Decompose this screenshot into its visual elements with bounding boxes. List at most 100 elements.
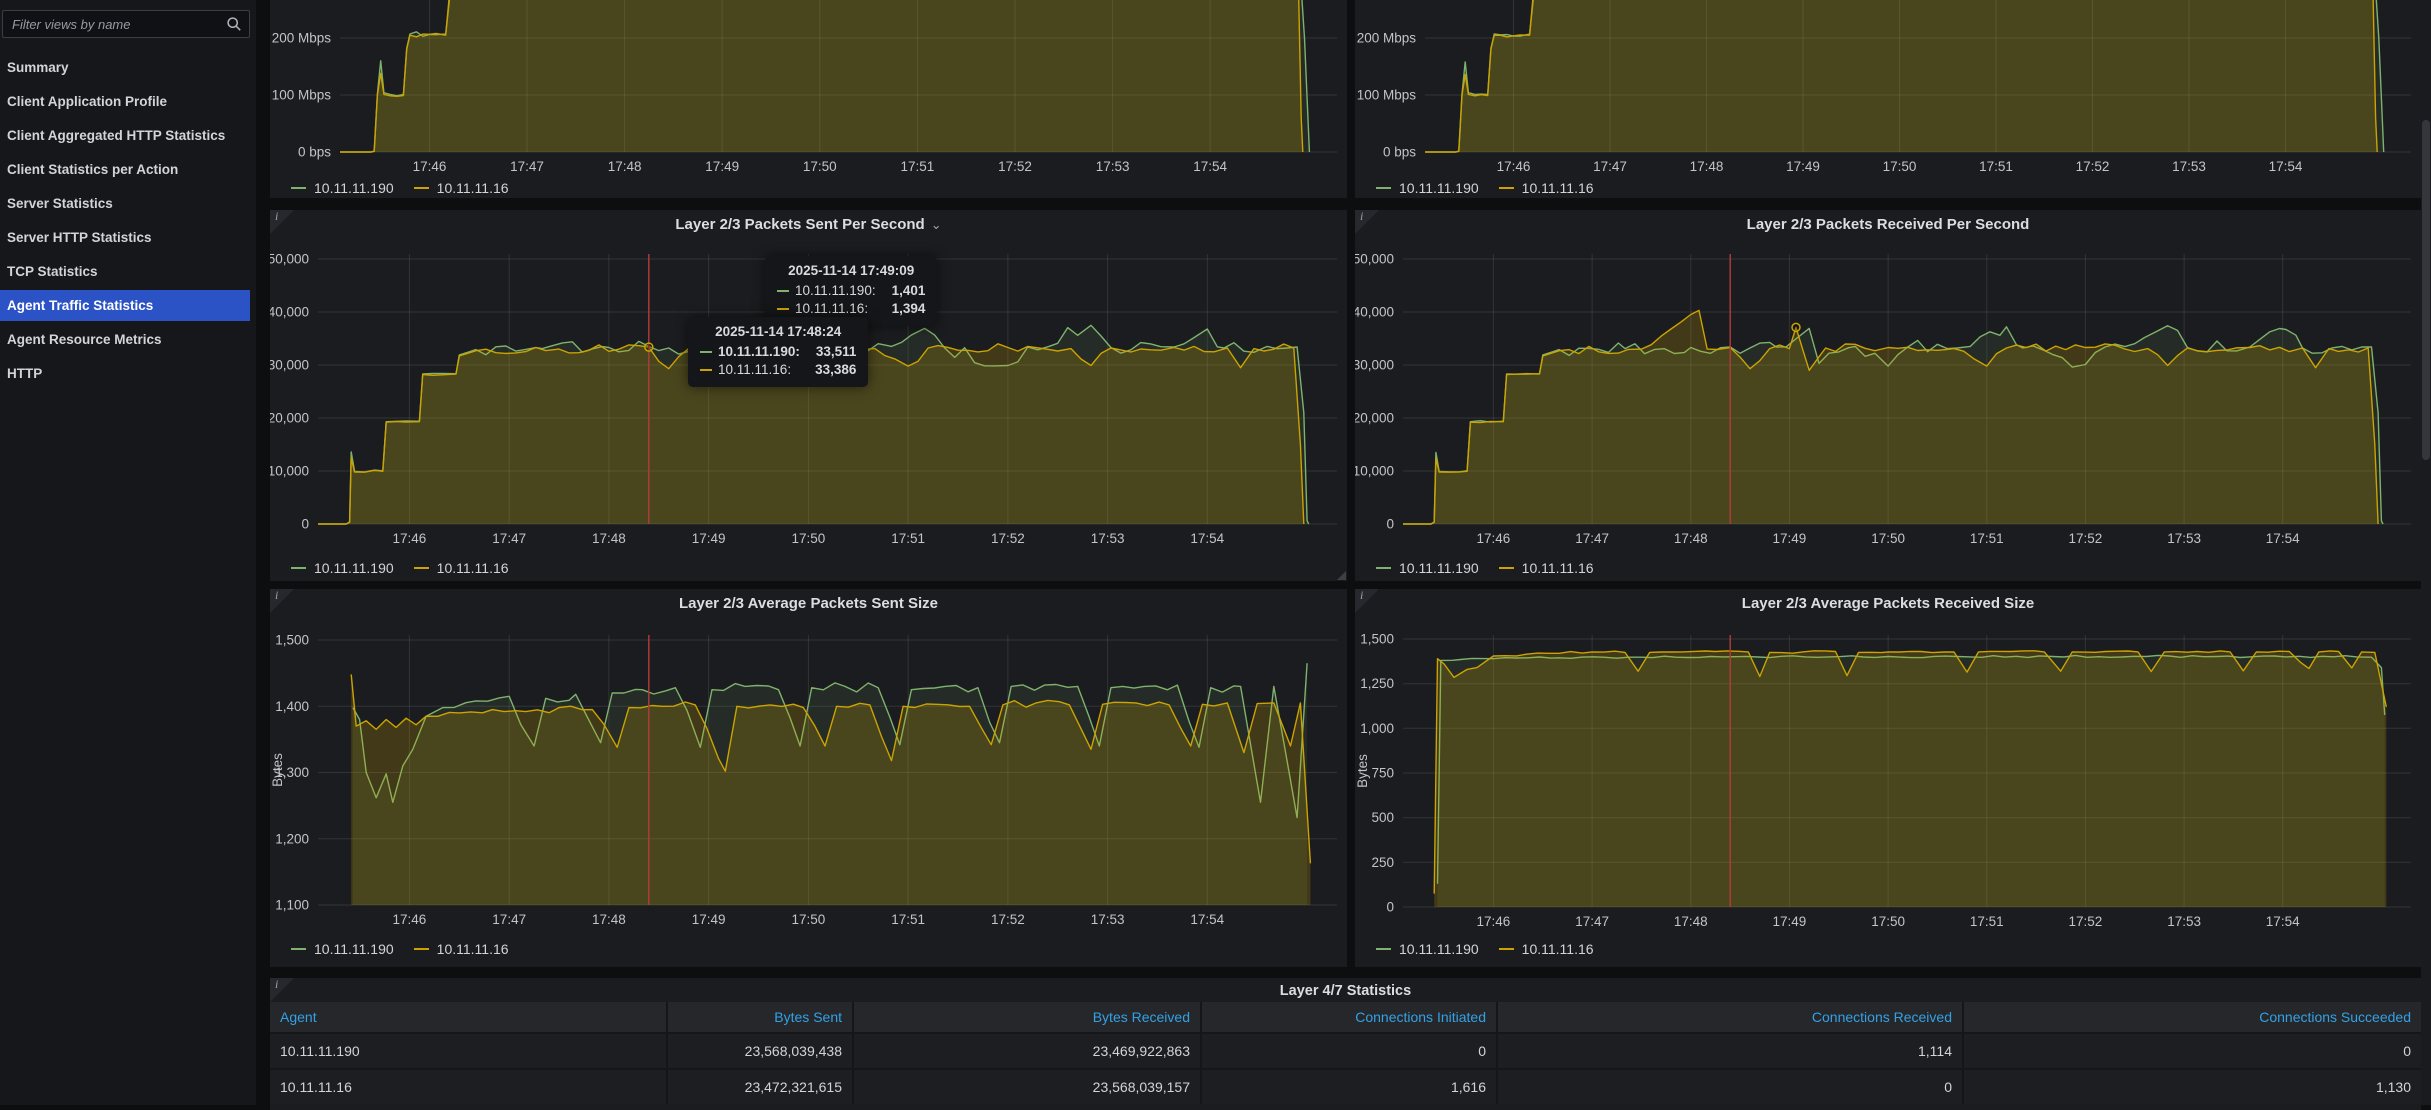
sidebar-item-server-statistics[interactable]: Server Statistics	[7, 196, 113, 211]
table-cell: 10.11.11.190	[270, 1032, 667, 1069]
svg-text:17:54: 17:54	[2269, 159, 2303, 172]
legend-item-10.11.11.16[interactable]: 10.11.11.16	[1498, 180, 1594, 196]
svg-text:17:46: 17:46	[1477, 531, 1511, 546]
legend-item-10.11.11.190[interactable]: 10.11.11.190	[291, 941, 394, 957]
table-cell: 0	[1496, 1068, 1963, 1104]
svg-text:17:50: 17:50	[1871, 914, 1905, 929]
svg-text:17:49: 17:49	[1773, 914, 1807, 929]
sidebar-item-agent-resource-metrics[interactable]: Agent Resource Metrics	[7, 332, 162, 347]
table-cell: 1,130	[1962, 1068, 2421, 1104]
legend-item-10.11.11.190[interactable]: 10.11.11.190	[291, 560, 394, 576]
svg-text:17:53: 17:53	[1091, 912, 1125, 927]
panel-title-text: Layer 2/3 Average Packets Sent Size	[678, 595, 939, 612]
svg-text:17:53: 17:53	[2167, 914, 2201, 929]
search-icon	[227, 17, 241, 31]
sidebar-item-client-application-profile[interactable]: Client Application Profile	[7, 94, 168, 109]
sidebar-item-server-http-statistics[interactable]: Server HTTP Statistics	[7, 230, 152, 245]
legend-item-10.11.11.190[interactable]: 10.11.11.190	[1376, 941, 1479, 957]
legend-item-10.11.11.16[interactable]: 10.11.11.16	[1498, 560, 1594, 576]
chart-canvas-avg-sent-size[interactable]: 17:46 17:47 17:48 17:49 17:50 17:51 17:52 17:53…	[270, 619, 1347, 933]
table-cell: 10.11.11.16	[270, 1068, 667, 1104]
panel-info-icon[interactable]: i	[270, 589, 294, 613]
legend-series-dash	[1376, 567, 1391, 569]
svg-text:17:46: 17:46	[393, 912, 427, 927]
panel-title-avg-sent-size[interactable]: Layer 2/3 Average Packets Sent Size	[270, 589, 1347, 619]
tooltip-series-row: 10.11.11.190: 33,511	[700, 343, 856, 361]
svg-text:17:53: 17:53	[2172, 159, 2206, 172]
chart-canvas-avg-received-size[interactable]: 17:46 17:47 17:48 17:49 17:50 17:51 17:52 17:53…	[1355, 619, 2421, 933]
table-cell: 0	[1200, 1032, 1497, 1069]
legend-series-dash	[1498, 948, 1514, 950]
column-header-bytes-sent[interactable]: Bytes Sent	[666, 1002, 853, 1033]
svg-text:0: 0	[301, 517, 309, 532]
legend-item-10.11.11.16[interactable]: 10.11.11.16	[413, 180, 509, 196]
legend-item-10.11.11.16[interactable]: 10.11.11.16	[413, 560, 509, 576]
svg-text:250: 250	[1371, 855, 1394, 870]
tooltip-series-row: 10.11.11.190: 1,401	[777, 282, 925, 300]
svg-text:17:54: 17:54	[1190, 531, 1224, 546]
legend-item-10.11.11.16[interactable]: 10.11.11.16	[413, 941, 509, 957]
svg-text:17:49: 17:49	[1773, 531, 1807, 546]
hover-tooltip: 2025-11-14 17:48:24 10.11.11.190: 33,511 10…	[688, 317, 869, 387]
hover-point-marker	[1791, 322, 1801, 333]
svg-text:1,300: 1,300	[275, 765, 309, 780]
panel-info-icon[interactable]: i	[270, 978, 294, 1002]
tooltip-series-dash	[700, 351, 712, 353]
panel-info-icon[interactable]: i	[270, 210, 294, 234]
svg-text:17:46: 17:46	[413, 159, 447, 172]
svg-text:17:54: 17:54	[1193, 159, 1227, 172]
svg-text:17:47: 17:47	[492, 531, 526, 546]
chart-canvas-throughput-received[interactable]: 17:46 17:47 17:48 17:49 17:50 17:51 17:52 17:53…	[1355, 0, 2421, 174]
chart-canvas-packets-sent[interactable]: 17:46 17:47 17:48 17:49 17:50 17:51 17:52 17:53…	[268, 240, 1347, 552]
table-row: 10.11.11.16 23,472,321,615 23,568,039,157 1…	[270, 1068, 2421, 1104]
column-header-connections-received[interactable]: Connections Received	[1496, 1002, 1963, 1033]
svg-text:40,000: 40,000	[1355, 305, 1394, 320]
chart-canvas-throughput-sent[interactable]: 17:46 17:47 17:48 17:49 17:50 17:51 17:52 17:53…	[270, 0, 1347, 174]
sidebar-item-agent-traffic-statistics[interactable]: Agent Traffic Statistics	[0, 290, 250, 321]
legend-item-10.11.11.190[interactable]: 10.11.11.190	[291, 180, 394, 196]
legend-series-dash	[413, 948, 429, 950]
legend-item-10.11.11.16[interactable]: 10.11.11.16	[1498, 941, 1594, 957]
panel-resize-handle[interactable]	[1337, 571, 1346, 580]
tooltip-timestamp: 2025-11-14 17:49:09	[788, 263, 915, 278]
svg-text:17:46: 17:46	[1477, 914, 1511, 929]
svg-text:17:46: 17:46	[393, 531, 427, 546]
panel-title-avg-received-size[interactable]: Layer 2/3 Average Packets Received Size	[1355, 589, 2421, 619]
scrollbar-thumb[interactable]	[2422, 120, 2430, 460]
svg-text:17:47: 17:47	[1575, 914, 1609, 929]
sidebar-item-summary[interactable]: Summary	[7, 60, 69, 75]
chart-canvas-packets-received[interactable]: 17:46 17:47 17:48 17:49 17:50 17:51 17:52 17:53…	[1353, 240, 2421, 552]
table-cell: 1,114	[1496, 1032, 1963, 1069]
svg-text:17:50: 17:50	[792, 531, 826, 546]
svg-text:17:47: 17:47	[1575, 531, 1609, 546]
panel-info-icon[interactable]: i	[1355, 589, 1379, 613]
chart-legend: 10.11.11.190 10.11.11.16	[270, 177, 1347, 199]
column-header-agent[interactable]: Agent	[270, 1002, 667, 1033]
table-header-row: Agent Bytes Sent Bytes Received Connections…	[270, 1002, 2421, 1033]
page-scrollbar[interactable]	[2421, 0, 2431, 1105]
sidebar-item-client-statistics-per-action[interactable]: Client Statistics per Action	[7, 162, 179, 177]
chevron-down-icon: ⌄	[930, 217, 942, 232]
column-header-connections-initiated[interactable]: Connections Initiated	[1200, 1002, 1497, 1033]
panel-title-packets-received[interactable]: Layer 2/3 Packets Received Per Second	[1355, 210, 2421, 240]
svg-text:17:46: 17:46	[1497, 159, 1531, 172]
legend-item-10.11.11.190[interactable]: 10.11.11.190	[1376, 180, 1479, 196]
chart-panel-avg-sent-size: i Layer 2/3 Average Packets Sent Size 17…	[270, 589, 1347, 967]
filter-views-input[interactable]	[2, 10, 250, 38]
table-cell: 23,472,321,615	[666, 1068, 853, 1104]
column-header-connections-succeeded[interactable]: Connections Succeeded	[1962, 1002, 2421, 1033]
table-row: 10.11.11.190 23,568,039,438 23,469,922,863…	[270, 1032, 2421, 1069]
sidebar-item-http[interactable]: HTTP	[7, 366, 43, 381]
sidebar-item-client-aggregated-http-statistics[interactable]: Client Aggregated HTTP Statistics	[7, 128, 226, 143]
legend-item-10.11.11.190[interactable]: 10.11.11.190	[1376, 560, 1479, 576]
column-header-bytes-received[interactable]: Bytes Received	[852, 1002, 1201, 1033]
panel-title-packets-sent[interactable]: Layer 2/3 Packets Sent Per Second ⌄	[270, 210, 1347, 240]
chart-panel-packets-received: i Layer 2/3 Packets Received Per Second …	[1353, 210, 2421, 581]
svg-text:100 Mbps: 100 Mbps	[1357, 88, 1417, 103]
chart-panel-throughput-received: 17:46 17:47 17:48 17:49 17:50 17:51 17:52 17:53…	[1355, 0, 2421, 198]
layer47-statistics-table: Agent Bytes Sent Bytes Received Connections…	[270, 1002, 2421, 1104]
tooltip-series-dash	[777, 308, 789, 310]
svg-text:30,000: 30,000	[1355, 358, 1394, 373]
panel-info-icon[interactable]: i	[1355, 210, 1379, 234]
sidebar-item-tcp-statistics[interactable]: TCP Statistics	[7, 264, 98, 279]
